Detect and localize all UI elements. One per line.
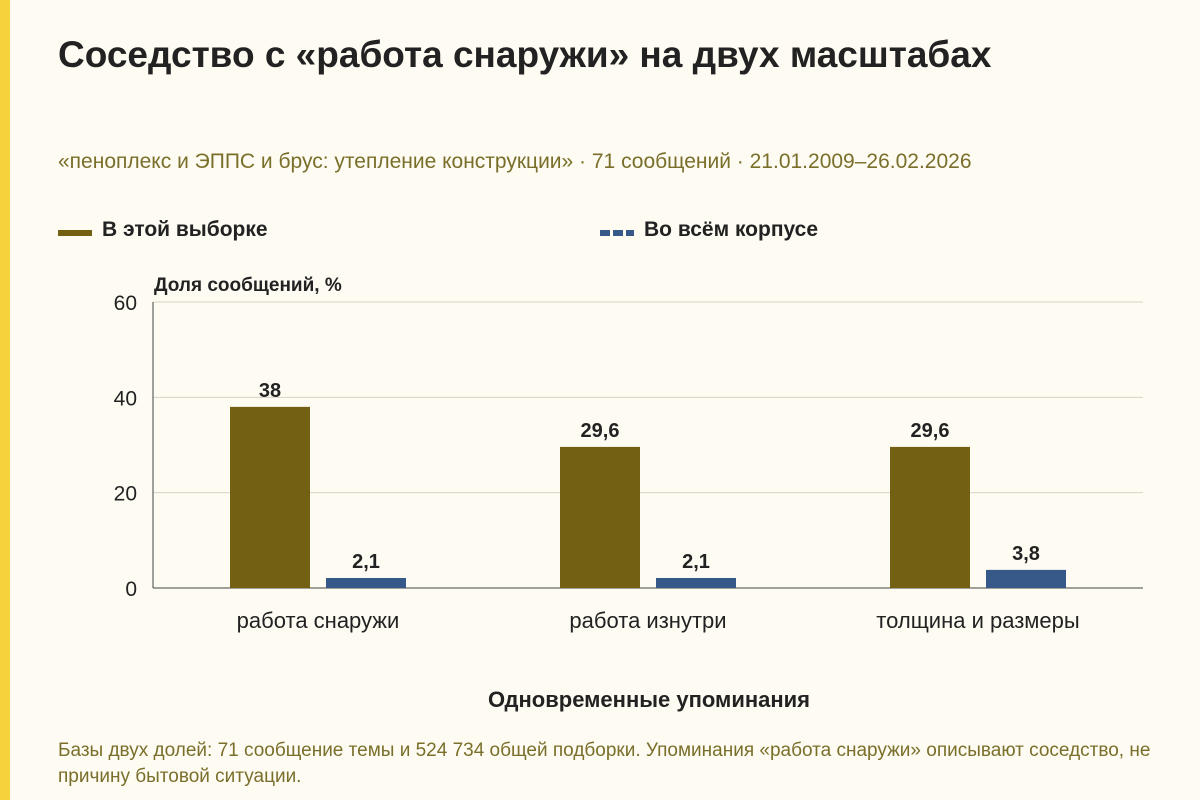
x-tick-label: работа снаружи xyxy=(237,608,400,633)
data-label-corpus-2: 2,1 xyxy=(682,551,710,573)
data-label-corpus-3: 3,8 xyxy=(1012,543,1040,565)
y-tick-label: 20 xyxy=(114,483,137,506)
legend-swatch-sample xyxy=(58,230,92,236)
x-axis-title: Одновременные упоминания xyxy=(488,687,810,712)
bar-sample-3 xyxy=(890,446,970,588)
y-axis-title: Доля сообщений, % xyxy=(154,275,342,296)
x-tick-label: толщина и размеры xyxy=(876,608,1079,633)
bar-corpus-2 xyxy=(656,577,736,588)
chart-subtitle: «пеноплекс и ЭППС и брус: утепление конс… xyxy=(58,150,972,173)
data-label-sample-3: 29,6 xyxy=(911,420,950,442)
legend-label-corpus: Во всём корпусе xyxy=(644,218,819,241)
bar-corpus-3 xyxy=(986,569,1066,588)
x-tick-label: работа изнутри xyxy=(569,608,726,633)
data-label-corpus-1: 2,1 xyxy=(352,551,380,573)
y-tick-label: 40 xyxy=(114,387,137,410)
bar-sample-2 xyxy=(560,446,640,588)
bar-sample-1 xyxy=(230,406,310,588)
legend-label-sample: В этой выборке xyxy=(102,218,268,241)
data-label-sample-1: 38 xyxy=(259,380,281,402)
data-label-sample-2: 29,6 xyxy=(581,420,620,442)
bar-corpus-1 xyxy=(326,577,406,588)
y-tick-label: 60 xyxy=(114,292,137,315)
page-title: Соседство с «работа снаружи» на двух мас… xyxy=(58,34,992,75)
legend-swatch-corpus xyxy=(600,230,634,236)
chart-footnote: Базы двух долей: 71 сообщение темы и 524… xyxy=(58,740,1151,787)
accent-stripe xyxy=(0,0,10,800)
y-tick-label: 0 xyxy=(125,578,137,601)
